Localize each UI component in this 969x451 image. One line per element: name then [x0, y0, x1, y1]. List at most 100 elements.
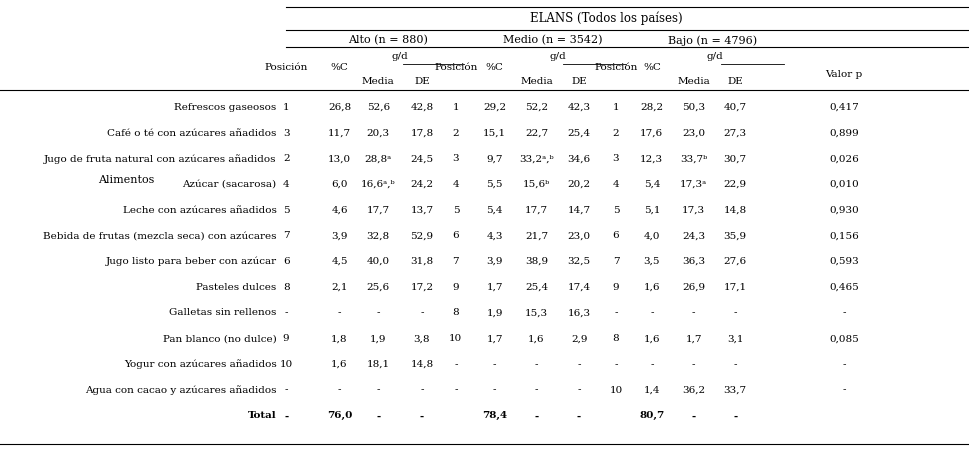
Text: Jugo de fruta natural con azúcares añadidos: Jugo de fruta natural con azúcares añadi… — [44, 154, 276, 164]
Text: 15,1: 15,1 — [483, 129, 506, 138]
Text: -: - — [492, 386, 496, 395]
Text: 0,899: 0,899 — [828, 129, 858, 138]
Text: 16,6ᵃ,ᵇ: 16,6ᵃ,ᵇ — [360, 180, 395, 189]
Text: 30,7: 30,7 — [723, 154, 746, 163]
Text: 2: 2 — [612, 129, 618, 138]
Text: 0,156: 0,156 — [828, 231, 858, 240]
Text: -: - — [649, 360, 653, 369]
Text: 1,9: 1,9 — [485, 308, 503, 318]
Text: 23,0: 23,0 — [681, 129, 704, 138]
Text: 15,6ᵇ: 15,6ᵇ — [522, 180, 549, 189]
Text: 29,2: 29,2 — [483, 103, 506, 112]
Text: 18,1: 18,1 — [366, 360, 390, 369]
Text: 32,8: 32,8 — [366, 231, 390, 240]
Text: 50,3: 50,3 — [681, 103, 704, 112]
Text: -: - — [337, 386, 341, 395]
Text: -: - — [691, 308, 695, 318]
Text: 17,3: 17,3 — [681, 206, 704, 215]
Text: 24,2: 24,2 — [410, 180, 433, 189]
Text: 17,6: 17,6 — [640, 129, 663, 138]
Text: Alto (n = 880): Alto (n = 880) — [348, 36, 427, 46]
Text: DE: DE — [414, 77, 429, 86]
Text: 10: 10 — [279, 360, 293, 369]
Text: 33,7: 33,7 — [723, 386, 746, 395]
Text: g/d: g/d — [391, 52, 408, 61]
Text: 1,7: 1,7 — [485, 283, 503, 292]
Text: 17,2: 17,2 — [410, 283, 433, 292]
Text: -: - — [691, 411, 695, 420]
Text: -: - — [534, 386, 538, 395]
Text: -: - — [376, 386, 380, 395]
Text: 3: 3 — [453, 154, 458, 163]
Text: -: - — [284, 386, 288, 395]
Text: 52,2: 52,2 — [524, 103, 547, 112]
Text: 1,6: 1,6 — [330, 360, 348, 369]
Text: 4,0: 4,0 — [642, 231, 660, 240]
Text: 3,5: 3,5 — [642, 257, 660, 266]
Text: 9: 9 — [283, 334, 289, 343]
Text: 1,7: 1,7 — [485, 334, 503, 343]
Text: -: - — [420, 386, 423, 395]
Text: Posición: Posición — [594, 63, 637, 72]
Text: 52,9: 52,9 — [410, 231, 433, 240]
Text: 21,7: 21,7 — [524, 231, 547, 240]
Text: 2: 2 — [283, 154, 289, 163]
Text: 3: 3 — [283, 129, 289, 138]
Text: Pasteles dulces: Pasteles dulces — [196, 283, 276, 292]
Text: Alimentos: Alimentos — [98, 175, 154, 185]
Text: Posición: Posición — [265, 63, 307, 72]
Text: Bajo (n = 4796): Bajo (n = 4796) — [668, 35, 757, 46]
Text: Media: Media — [361, 77, 394, 86]
Text: 25,4: 25,4 — [524, 283, 547, 292]
Text: g/d: g/d — [548, 52, 566, 61]
Text: 28,2: 28,2 — [640, 103, 663, 112]
Text: 14,8: 14,8 — [410, 360, 433, 369]
Text: 80,7: 80,7 — [639, 411, 664, 420]
Text: 2,1: 2,1 — [330, 283, 348, 292]
Text: 26,8: 26,8 — [328, 103, 351, 112]
Text: 0,026: 0,026 — [828, 154, 858, 163]
Text: 27,3: 27,3 — [723, 129, 746, 138]
Text: 25,6: 25,6 — [366, 283, 390, 292]
Text: -: - — [577, 386, 580, 395]
Text: 28,8ᵃ: 28,8ᵃ — [364, 154, 391, 163]
Text: 16,3: 16,3 — [567, 308, 590, 318]
Text: 0,465: 0,465 — [828, 283, 858, 292]
Text: 10: 10 — [609, 386, 622, 395]
Text: 4: 4 — [283, 180, 289, 189]
Text: 5: 5 — [453, 206, 458, 215]
Text: -: - — [420, 308, 423, 318]
Text: 25,4: 25,4 — [567, 129, 590, 138]
Text: Agua con cacao y azúcares añadidos: Agua con cacao y azúcares añadidos — [85, 385, 276, 395]
Text: 24,5: 24,5 — [410, 154, 433, 163]
Text: 33,2ᵃ,ᵇ: 33,2ᵃ,ᵇ — [518, 154, 553, 163]
Text: -: - — [841, 360, 845, 369]
Text: 5,1: 5,1 — [642, 206, 660, 215]
Text: 3,1: 3,1 — [726, 334, 743, 343]
Text: 3,9: 3,9 — [485, 257, 503, 266]
Text: g/d: g/d — [705, 52, 722, 61]
Text: Azúcar (sacarosa): Azúcar (sacarosa) — [182, 180, 276, 189]
Text: 4,6: 4,6 — [330, 206, 348, 215]
Text: Media: Media — [676, 77, 709, 86]
Text: -: - — [649, 308, 653, 318]
Text: 1,6: 1,6 — [527, 334, 545, 343]
Text: 0,417: 0,417 — [828, 103, 858, 112]
Text: -: - — [337, 308, 341, 318]
Text: -: - — [613, 308, 617, 318]
Text: 9: 9 — [453, 283, 458, 292]
Text: 23,0: 23,0 — [567, 231, 590, 240]
Text: 2: 2 — [453, 129, 458, 138]
Text: Yogur con azúcares añadidos: Yogur con azúcares añadidos — [124, 359, 276, 369]
Text: 42,3: 42,3 — [567, 103, 590, 112]
Text: 1,6: 1,6 — [642, 283, 660, 292]
Text: 6: 6 — [612, 231, 618, 240]
Text: 26,9: 26,9 — [681, 283, 704, 292]
Text: -: - — [577, 411, 580, 420]
Text: 52,6: 52,6 — [366, 103, 390, 112]
Text: 78,4: 78,4 — [482, 411, 507, 420]
Text: 8: 8 — [453, 308, 458, 318]
Text: 0,010: 0,010 — [828, 180, 858, 189]
Text: 35,9: 35,9 — [723, 231, 746, 240]
Text: Galletas sin rellenos: Galletas sin rellenos — [169, 308, 276, 318]
